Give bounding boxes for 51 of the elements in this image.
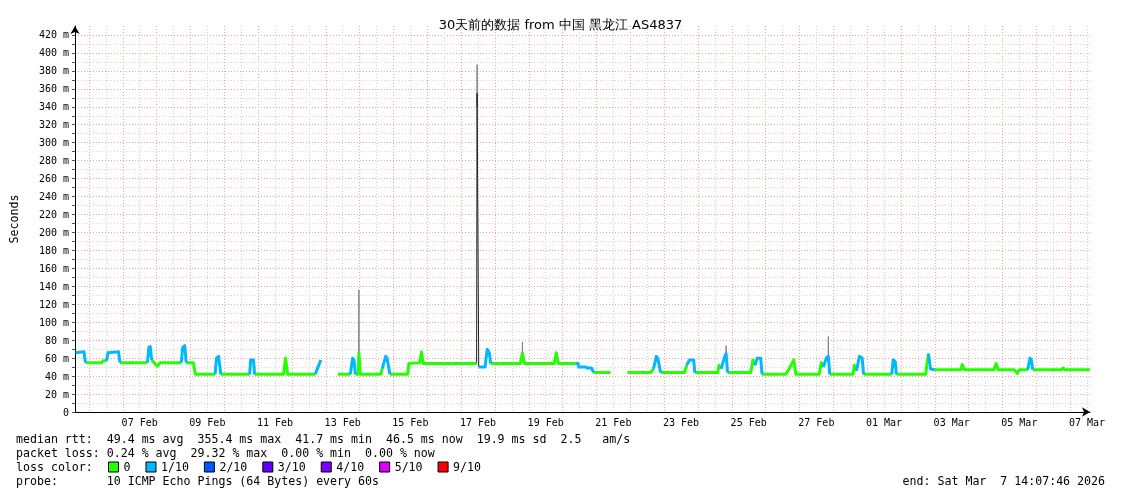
y-tick-label: 20 m (44, 388, 69, 400)
x-tick-label: 11 Feb (256, 416, 294, 428)
y-tick-label: 180 m (38, 244, 69, 256)
y-tick-label: 200 m (38, 226, 69, 238)
y-tick-label: 300 m (38, 137, 69, 149)
y-tick-label: 140 m (38, 280, 69, 292)
y-tick-label: 340 m (38, 101, 69, 113)
text: probe: 10 ICMP Echo Pings (64 Bytes) every 60s (16, 474, 379, 488)
legend-label: 2/10 (219, 460, 248, 474)
y-tick-label: 420 m (38, 29, 69, 41)
text: median rtt: 49.4 ms avg 355.4 ms max 41.7 ms min 46.5 ms now 19.9 ms sd 2.5 am/s (16, 432, 631, 446)
y-axis-title: Seconds (7, 194, 21, 244)
x-tick-label: 07 Mar (1068, 416, 1106, 428)
x-tick-label: 15 Feb (392, 416, 429, 428)
text: packet loss: 0.24 % avg 29.32 % max 0.00 % min 0.00 % now (16, 446, 435, 460)
y-tick-label: 360 m (38, 83, 69, 95)
x-tick-label: 05 Mar (1001, 416, 1038, 428)
y-tick-label: 380 m (38, 65, 69, 77)
y-tick-label: 280 m (38, 155, 69, 167)
legend-label: 0 (123, 460, 131, 474)
x-tick-label: 13 Feb (324, 416, 361, 428)
y-tick-label: 80 m (44, 334, 69, 346)
legend-label: 4/10 (336, 460, 365, 474)
legend-label: 9/10 (453, 460, 482, 474)
x-tick-label: 17 Feb (459, 416, 497, 428)
x-tick-label: 03 Mar (933, 416, 970, 428)
x-tick-label: 25 Feb (730, 416, 767, 428)
legend-label: 5/10 (394, 460, 423, 474)
text: end: Sat Mar 7 14:07:46 2026 (902, 474, 1105, 488)
y-tick-label: 320 m (38, 119, 69, 131)
x-tick-label: 27 Feb (798, 416, 835, 428)
y-tick-label: 160 m (38, 262, 69, 274)
legend-title: loss color: (16, 460, 93, 474)
y-tick-label: 220 m (38, 209, 69, 221)
x-tick-label: 23 Feb (662, 416, 700, 428)
y-tick-label: 400 m (38, 47, 69, 59)
y-tick-label: 100 m (38, 316, 69, 328)
chart-title: 30天前的数据 from 中国 黑龙江 AS4837 (438, 17, 683, 32)
legend-label: 3/10 (277, 460, 306, 474)
x-tick-label: 21 Feb (595, 416, 632, 428)
y-tick-label: 0 (62, 406, 69, 418)
x-tick-label: 01 Mar (865, 416, 903, 428)
x-tick-label: 09 Feb (189, 416, 226, 428)
y-tick-label: 120 m (38, 298, 69, 310)
y-tick-label: 240 m (38, 191, 69, 203)
y-tick-label: 260 m (38, 173, 69, 185)
y-tick-label: 60 m (44, 352, 69, 364)
x-tick-label: 19 Feb (527, 416, 564, 428)
y-tick-label: 40 m (44, 370, 69, 382)
legend-label: 1/10 (160, 460, 189, 474)
x-tick-label: 07 Feb (121, 416, 158, 428)
